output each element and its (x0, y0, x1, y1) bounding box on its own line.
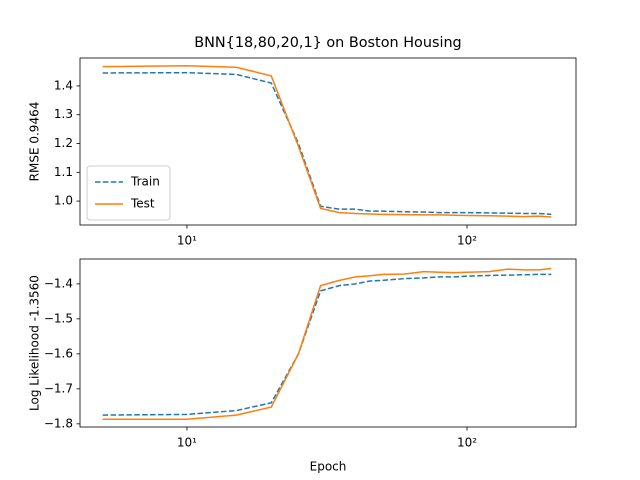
x-axis-label: Epoch (310, 460, 347, 474)
y-axis-label: Log Likelihood -1.3560 (28, 275, 42, 411)
legend-label: Train (130, 175, 160, 189)
y-tick-label: −1.7 (44, 381, 73, 395)
series-line (102, 267, 552, 421)
y-tick-label: −1.8 (44, 416, 73, 430)
y-axis-label: RMSE 0.9464 (28, 102, 42, 182)
x-tick-label: 10² (457, 436, 477, 450)
legend-label: Test (130, 197, 155, 211)
series-line (102, 71, 552, 216)
x-tick-label: 10² (457, 234, 477, 248)
y-tick-label: 1.2 (54, 136, 73, 150)
y-tick-label: −1.5 (44, 311, 73, 325)
y-tick-label: 1.0 (54, 194, 73, 208)
legend-box (86, 165, 171, 221)
series-line (102, 65, 552, 218)
plot-frame (79, 258, 577, 428)
plot-frame (79, 57, 577, 226)
y-tick-label: −1.6 (44, 346, 73, 360)
y-tick-label: 1.3 (54, 107, 73, 121)
x-tick-label: 10¹ (177, 436, 197, 450)
y-tick-label: 1.1 (54, 165, 73, 179)
y-tick-label: 1.4 (54, 78, 73, 92)
series-line (102, 273, 552, 416)
chart-title: BNN{18,80,20,1} on Boston Housing (194, 35, 461, 51)
x-tick-label: 10¹ (177, 234, 197, 248)
y-tick-label: −1.4 (44, 276, 73, 290)
